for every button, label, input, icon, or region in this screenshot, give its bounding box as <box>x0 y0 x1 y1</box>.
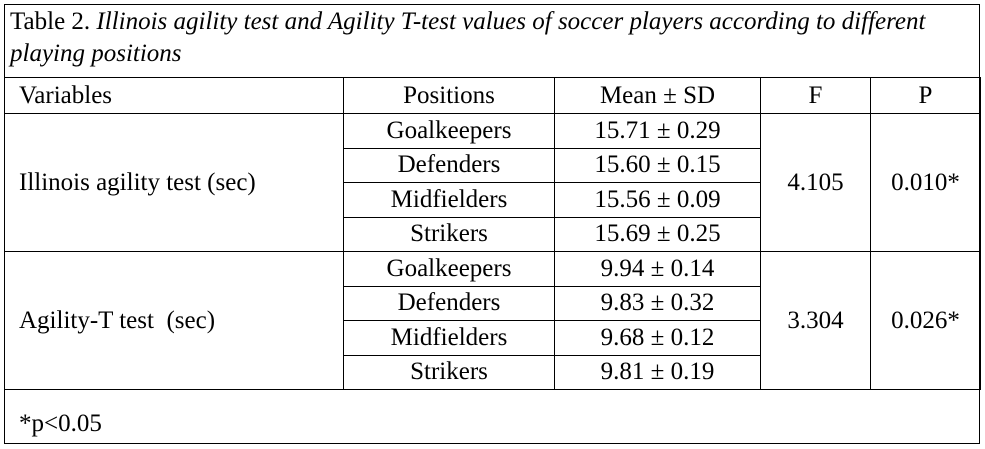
table-row: Strikers 9.81 ± 0.19 <box>5 354 981 390</box>
table-row: Defenders 15.60 ± 0.15 <box>5 147 981 183</box>
mean-sd-cell: 9.68 ± 0.12 <box>554 320 761 356</box>
table-caption: Table 2. Illinois agility test and Agili… <box>10 6 970 70</box>
mean-sd-cell: 9.81 ± 0.19 <box>554 354 761 390</box>
position-cell: Goalkeepers <box>343 251 555 287</box>
position-cell: Goalkeepers <box>343 113 555 149</box>
header-mean-sd: Mean ± SD <box>554 77 761 114</box>
header-f: F <box>760 77 871 114</box>
header-variables: Variables <box>4 77 344 114</box>
p-cell: 0.010* <box>870 113 981 252</box>
position-cell: Strikers <box>343 354 555 390</box>
variable-cell: Agility-T test (sec) <box>4 251 344 390</box>
position-cell: Strikers <box>343 216 555 252</box>
mean-sd-cell: 15.69 ± 0.25 <box>554 216 761 252</box>
table-row: Illinois agility test (sec) Goalkeepers … <box>4 113 981 252</box>
mean-sd-cell: 15.56 ± 0.09 <box>554 182 761 218</box>
table-row: Midfielders 15.56 ± 0.09 <box>5 182 981 218</box>
header-p: P <box>870 77 981 114</box>
table-row: Defenders 9.83 ± 0.32 <box>5 285 981 321</box>
f-cell: 4.105 <box>760 113 871 252</box>
f-cell: 3.304 <box>760 251 871 390</box>
p-cell: 0.026* <box>870 251 981 390</box>
position-cell: Midfielders <box>343 320 555 356</box>
mean-sd-cell: 9.94 ± 0.14 <box>554 251 761 287</box>
table-footnote: *p<0.05 <box>4 405 980 444</box>
mean-sd-cell: 15.60 ± 0.15 <box>554 147 761 183</box>
position-cell: Midfielders <box>343 182 555 218</box>
mean-sd-cell: 15.71 ± 0.29 <box>554 113 761 149</box>
header-row: Variables Positions Mean ± SD F P <box>4 77 981 114</box>
data-table: Variables Positions Mean ± SD F P Illino… <box>4 77 981 390</box>
caption-title: Illinois agility test and Agility T-test… <box>10 8 926 67</box>
table-row: Agility-T test (sec) Goalkeepers 9.94 ± … <box>4 251 981 390</box>
header-positions: Positions <box>343 77 555 114</box>
mean-sd-cell: 9.83 ± 0.32 <box>554 285 761 321</box>
position-cell: Defenders <box>343 147 555 183</box>
caption-label: Table 2. <box>10 8 91 35</box>
variable-cell: Illinois agility test (sec) <box>4 113 344 252</box>
position-cell: Defenders <box>343 285 555 321</box>
